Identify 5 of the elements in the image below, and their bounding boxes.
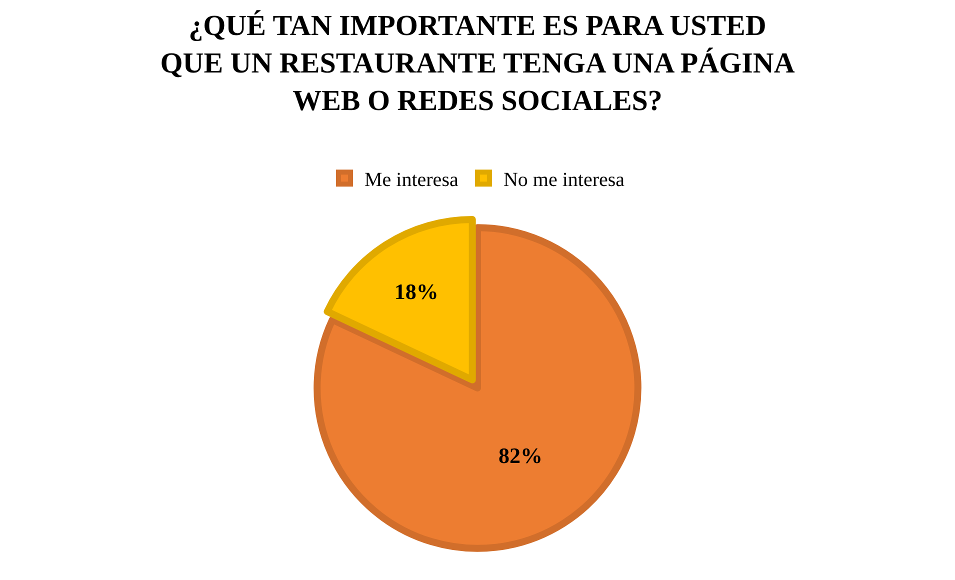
chart-title: ¿QUÉ TAN IMPORTANTE ES PARA USTED QUE UN RESTAURANTE TENGA UNA PÁGINA WEB O REDES SOCIALES?	[160, 10, 795, 118]
legend-label: No me interesa	[503, 168, 625, 191]
data-label: 82%	[498, 443, 542, 468]
legend-label: Me interesa	[364, 168, 458, 191]
data-label: 18%	[394, 279, 438, 304]
